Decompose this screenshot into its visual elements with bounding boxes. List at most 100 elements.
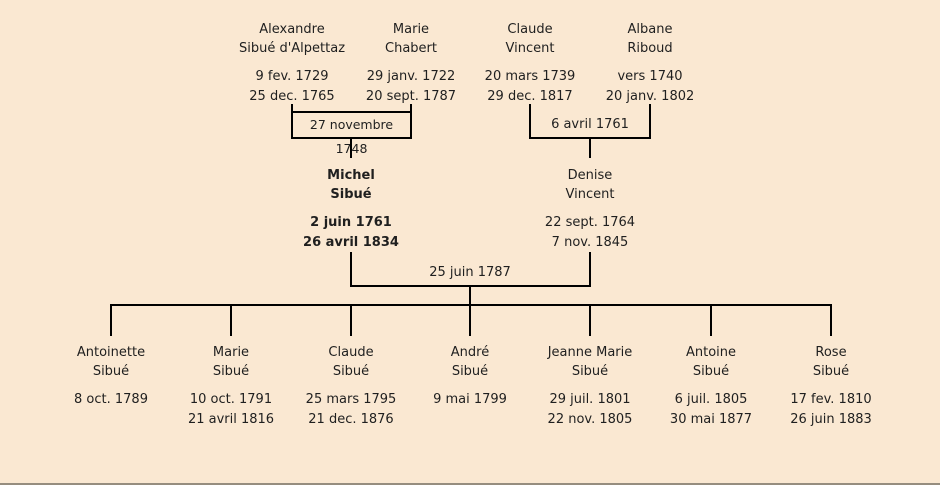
person-child-1[interactable]: Antoinette Sibué 8 oct. 1789 (36, 343, 186, 410)
given-name: Rose (815, 345, 847, 360)
death-date: 20 janv. 1802 (605, 89, 695, 104)
person-child-7[interactable]: Rose Sibué 17 fev. 1810 26 juin 1883 (756, 343, 906, 430)
birth-date: 25 mars 1795 (305, 392, 397, 407)
birth-date: 9 fev. 1729 (255, 69, 329, 84)
birth-date: 10 oct. 1791 (189, 392, 273, 407)
surname: Sibué (692, 364, 730, 379)
person-names: Antoinette Sibué (36, 343, 186, 381)
connector-maternal-grandfather-drop (529, 104, 531, 139)
person-maternal-grandfather[interactable]: Claude Vincent 20 mars 1739 29 dec. 1817 (445, 20, 615, 107)
surname: Sibué d'Alpettaz (238, 41, 346, 56)
person-dates: 9 mai 1799 (395, 390, 545, 410)
marriage-date-parents[interactable]: 25 juin 1787 (429, 265, 511, 280)
person-dates: vers 1740 20 janv. 1802 (565, 67, 735, 107)
person-names: Rose Sibué (756, 343, 906, 381)
person-child-6[interactable]: Antoine Sibué 6 juil. 1805 30 mai 1877 (636, 343, 786, 430)
surname: Sibué (571, 364, 609, 379)
death-date: 21 avril 1816 (187, 412, 275, 427)
person-dates: 2 juin 1761 26 avril 1834 (266, 213, 436, 253)
person-dates: 20 mars 1739 29 dec. 1817 (445, 67, 615, 107)
person-names: Marie Chabert (326, 20, 496, 58)
given-name: André (450, 345, 490, 360)
surname: Chabert (385, 41, 437, 56)
birth-date: 29 juil. 1801 (549, 392, 631, 407)
given-name: Jeanne Marie (547, 345, 633, 360)
death-date: 21 dec. 1876 (308, 412, 394, 427)
connector-sibling-bar (110, 304, 832, 306)
person-dates: 8 oct. 1789 (36, 390, 186, 410)
given-name: Denise (567, 168, 613, 183)
connector-father-descent (350, 139, 352, 158)
person-father[interactable]: Michel Sibué 2 juin 1761 26 avril 1834 (266, 166, 436, 253)
person-names: Marie Sibué (156, 343, 306, 381)
person-names: Claude Sibué (276, 343, 426, 381)
connector-maternal-marriage-bar (529, 137, 651, 139)
given-name: Claude (507, 22, 553, 37)
given-name: Michel (327, 168, 375, 183)
given-name: Antoine (685, 345, 737, 360)
surname: Sibué (92, 364, 130, 379)
birth-date: 17 fev. 1810 (790, 392, 872, 407)
given-name: Antoinette (76, 345, 146, 360)
connector-child-2-drop (230, 304, 232, 336)
birth-date: 6 juil. 1805 (674, 392, 748, 407)
connector-father-drop (350, 252, 352, 287)
death-date: 7 nov. 1845 (551, 235, 629, 250)
birth-date: 22 sept. 1764 (544, 215, 636, 230)
death-date: 26 avril 1834 (303, 235, 399, 250)
birth-date: vers 1740 (617, 69, 683, 84)
birth-date: 29 janv. 1722 (366, 69, 456, 84)
birth-date: 9 mai 1799 (433, 392, 507, 407)
connector-parents-marriage-bar (350, 285, 591, 287)
person-dates: 22 sept. 1764 7 nov. 1845 (505, 213, 675, 253)
connector-child-6-drop (710, 304, 712, 336)
person-dates: 6 juil. 1805 30 mai 1877 (636, 390, 786, 430)
person-names: Claude Vincent (445, 20, 615, 58)
death-date: 29 dec. 1817 (487, 89, 573, 104)
surname: Sibué (212, 364, 250, 379)
surname: Sibué (812, 364, 850, 379)
person-dates: 17 fev. 1810 26 juin 1883 (756, 390, 906, 430)
connector-child-4-drop (469, 304, 471, 336)
person-dates: 10 oct. 1791 21 avril 1816 (156, 390, 306, 430)
person-maternal-grandmother[interactable]: Albane Riboud vers 1740 20 janv. 1802 (565, 20, 735, 107)
death-date: 30 mai 1877 (669, 412, 753, 427)
marriage-date-paternal-grandparents[interactable]: 27 novembre 1748 (291, 111, 412, 156)
connector-child-5-drop (589, 304, 591, 336)
connector-maternal-grandmother-drop (649, 104, 651, 139)
person-dates: 29 juil. 1801 22 nov. 1805 (515, 390, 665, 430)
window-bottom-edge (0, 483, 940, 485)
person-names: Albane Riboud (565, 20, 735, 58)
person-child-3[interactable]: Claude Sibué 25 mars 1795 21 dec. 1876 (276, 343, 426, 430)
connector-child-3-drop (350, 304, 352, 336)
person-child-5[interactable]: Jeanne Marie Sibué 29 juil. 1801 22 nov.… (515, 343, 665, 430)
person-dates: 25 mars 1795 21 dec. 1876 (276, 390, 426, 430)
connector-mother-drop (589, 252, 591, 287)
marriage-date-maternal-grandparents[interactable]: 6 avril 1761 (551, 117, 629, 132)
surname: Sibué (330, 187, 372, 202)
person-names: Jeanne Marie Sibué (515, 343, 665, 381)
person-child-2[interactable]: Marie Sibué 10 oct. 1791 21 avril 1816 (156, 343, 306, 430)
death-date: 22 nov. 1805 (547, 412, 633, 427)
surname: Vincent (565, 187, 615, 202)
person-dates: 9 fev. 1729 25 dec. 1765 (207, 67, 377, 107)
birth-date: 20 mars 1739 (484, 69, 576, 84)
person-paternal-grandmother[interactable]: Marie Chabert 29 janv. 1722 20 sept. 178… (326, 20, 496, 107)
given-name: Marie (392, 22, 430, 37)
person-names: André Sibué (395, 343, 545, 381)
person-child-4[interactable]: André Sibué 9 mai 1799 (395, 343, 545, 410)
connector-child-1-drop (110, 304, 112, 336)
connector-child-7-drop (830, 304, 832, 336)
given-name: Albane (627, 22, 673, 37)
person-names: Alexandre Sibué d'Alpettaz (207, 20, 377, 58)
surname: Sibué (451, 364, 489, 379)
connector-children-descent (469, 287, 471, 306)
birth-date: 8 oct. 1789 (74, 392, 148, 407)
person-paternal-grandfather[interactable]: Alexandre Sibué d'Alpettaz 9 fev. 1729 2… (207, 20, 377, 107)
surname: Vincent (505, 41, 555, 56)
death-date: 26 juin 1883 (790, 412, 872, 427)
given-name: Marie (212, 345, 250, 360)
person-mother[interactable]: Denise Vincent 22 sept. 1764 7 nov. 1845 (505, 166, 675, 253)
death-date: 25 dec. 1765 (249, 89, 335, 104)
